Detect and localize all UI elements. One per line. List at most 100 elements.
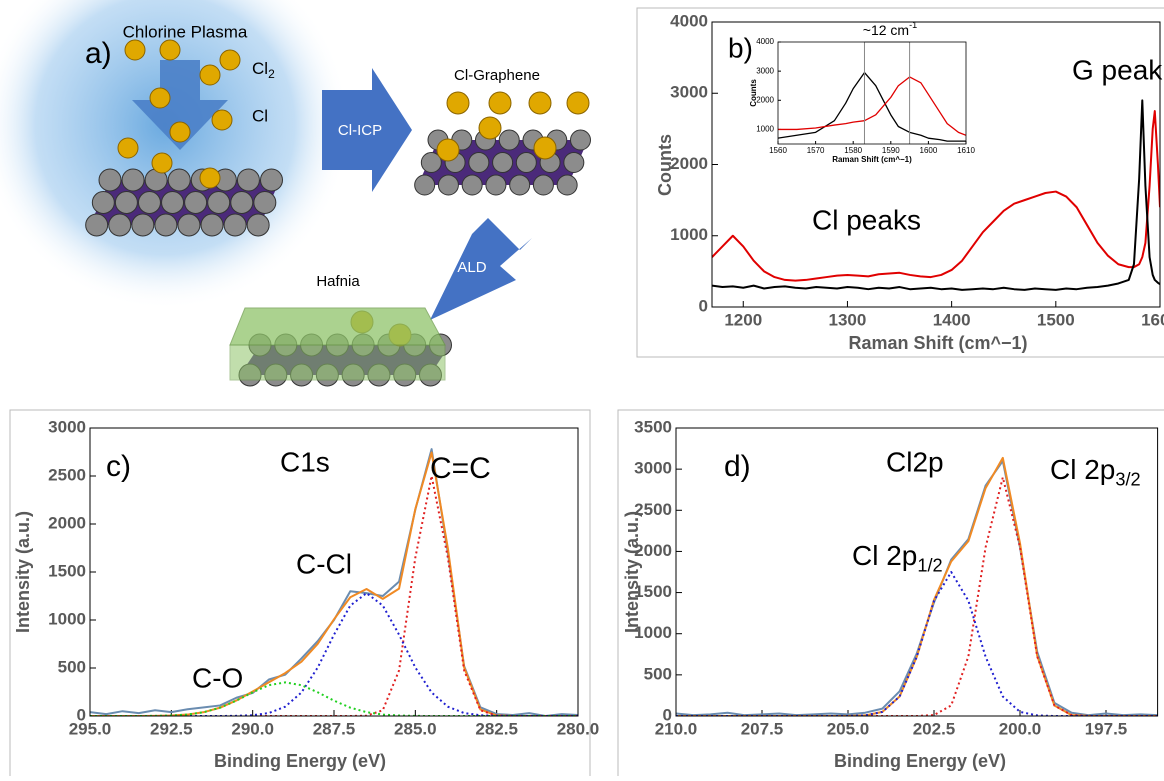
figure: a) Chlorine Plasma Cl2 Cl Cl-ICP Cl-Grap… <box>0 0 1164 776</box>
x-axis-label: Raman Shift (cm^−1) <box>832 155 912 164</box>
cl-atom <box>567 92 589 114</box>
atom <box>122 169 144 191</box>
annotation-text: Cl 2p <box>1050 454 1115 485</box>
species-sub: 2 <box>268 67 275 81</box>
x-tick-label: 1560 <box>769 146 787 155</box>
atom <box>415 175 435 195</box>
hafnia-layer <box>230 308 445 345</box>
x-axis-label: Binding Energy (eV) <box>834 751 1006 771</box>
plot-area <box>90 449 578 716</box>
annotation: Cl 2p1/2 <box>852 540 943 575</box>
annotation: Cl peaks <box>812 204 921 235</box>
annotation: C1s <box>280 446 330 477</box>
atom <box>469 153 489 173</box>
data-line <box>676 477 1158 716</box>
x-tick-label: 202.5 <box>913 719 956 738</box>
atom <box>208 192 230 214</box>
x-tick-label: 1580 <box>844 146 862 155</box>
x-tick-label: 205.0 <box>827 719 870 738</box>
x-tick-label: 1610 <box>957 146 975 155</box>
data-line <box>676 572 1158 716</box>
y-tick-label: 500 <box>644 664 672 683</box>
y-tick-label: 1500 <box>48 561 86 580</box>
y-tick-label: 2000 <box>670 154 708 173</box>
cl-atom <box>534 137 556 159</box>
plot-area <box>676 458 1158 716</box>
x-tick-label: 292.5 <box>150 719 193 738</box>
x-tick-label: 197.5 <box>1085 719 1128 738</box>
data-line <box>90 476 578 716</box>
annotation-sub: 1/2 <box>917 555 942 575</box>
cl-atom <box>200 65 220 85</box>
data-line <box>90 593 578 716</box>
cl-atom <box>479 117 501 139</box>
cl-atom <box>489 92 511 114</box>
chart: 295.0292.5290.0287.5285.0282.5280.005001… <box>13 417 600 770</box>
y-tick-label: 2000 <box>756 95 774 104</box>
atom <box>237 169 259 191</box>
atom <box>261 169 283 191</box>
x-tick-label: 1600 <box>920 146 938 155</box>
atom <box>99 169 121 191</box>
atom <box>185 192 207 214</box>
y-tick-label: 4000 <box>756 37 774 46</box>
cl-atom <box>170 122 190 142</box>
data-line <box>676 458 1158 716</box>
annotation-sub: 3/2 <box>1115 469 1140 489</box>
product-label: Hafnia <box>316 273 360 290</box>
x-tick-label: 200.0 <box>999 719 1042 738</box>
atom <box>92 192 114 214</box>
atom <box>231 192 253 214</box>
atom <box>162 192 184 214</box>
atom <box>533 175 553 195</box>
atom <box>132 214 154 236</box>
x-tick-label: 1300 <box>829 310 867 329</box>
atom <box>224 214 246 236</box>
atom <box>438 175 458 195</box>
x-tick-label: 1590 <box>882 146 900 155</box>
annotation-text: ~12 cm <box>863 22 909 38</box>
y-tick-label: 3500 <box>634 417 672 436</box>
x-tick-label: 285.0 <box>394 719 437 738</box>
hafnia-layer <box>230 345 445 380</box>
atom <box>254 192 276 214</box>
x-tick-label: 207.5 <box>741 719 784 738</box>
product-label: Cl-Graphene <box>454 67 540 84</box>
data-line <box>676 461 1158 715</box>
atom <box>499 130 519 150</box>
cl-atom <box>220 50 240 70</box>
annotation: C-Cl <box>296 548 352 579</box>
y-tick-label: 1000 <box>756 125 774 134</box>
x-tick-label: 287.5 <box>313 719 356 738</box>
x-axis-label: Binding Energy (eV) <box>214 751 386 771</box>
cl-atom <box>160 40 180 60</box>
y-tick-label: 1000 <box>48 609 86 628</box>
cl-atom <box>200 168 220 188</box>
cl-atom <box>212 110 232 130</box>
y-axis-label: Intensity (a.u.) <box>622 511 642 633</box>
cl-atom <box>437 139 459 161</box>
y-tick-label: 0 <box>77 705 86 724</box>
cl-atom <box>118 138 138 158</box>
atom <box>201 214 223 236</box>
x-tick-label: 1500 <box>1037 310 1075 329</box>
atom <box>168 169 190 191</box>
y-tick-label: 500 <box>58 657 86 676</box>
atom <box>557 175 577 195</box>
schematic: a) Chlorine Plasma Cl2 Cl Cl-ICP Cl-Grap… <box>0 0 591 386</box>
atom <box>486 175 506 195</box>
y-tick-label: 0 <box>699 296 708 315</box>
y-axis-label: Counts <box>655 134 675 196</box>
cl-atom <box>125 40 145 60</box>
cl-atom <box>447 92 469 114</box>
data-line <box>90 452 578 716</box>
y-tick-label: 1000 <box>670 225 708 244</box>
x-tick-label: 1400 <box>933 310 971 329</box>
annotation-sup: -1 <box>909 21 917 31</box>
annotation-text: Cl 2p <box>852 540 917 571</box>
x-tick-label: 280.0 <box>557 719 600 738</box>
atom <box>109 214 131 236</box>
chart: 210.0207.5205.0202.5200.0197.50500100015… <box>622 417 1158 770</box>
annotation: C=C <box>430 452 491 485</box>
